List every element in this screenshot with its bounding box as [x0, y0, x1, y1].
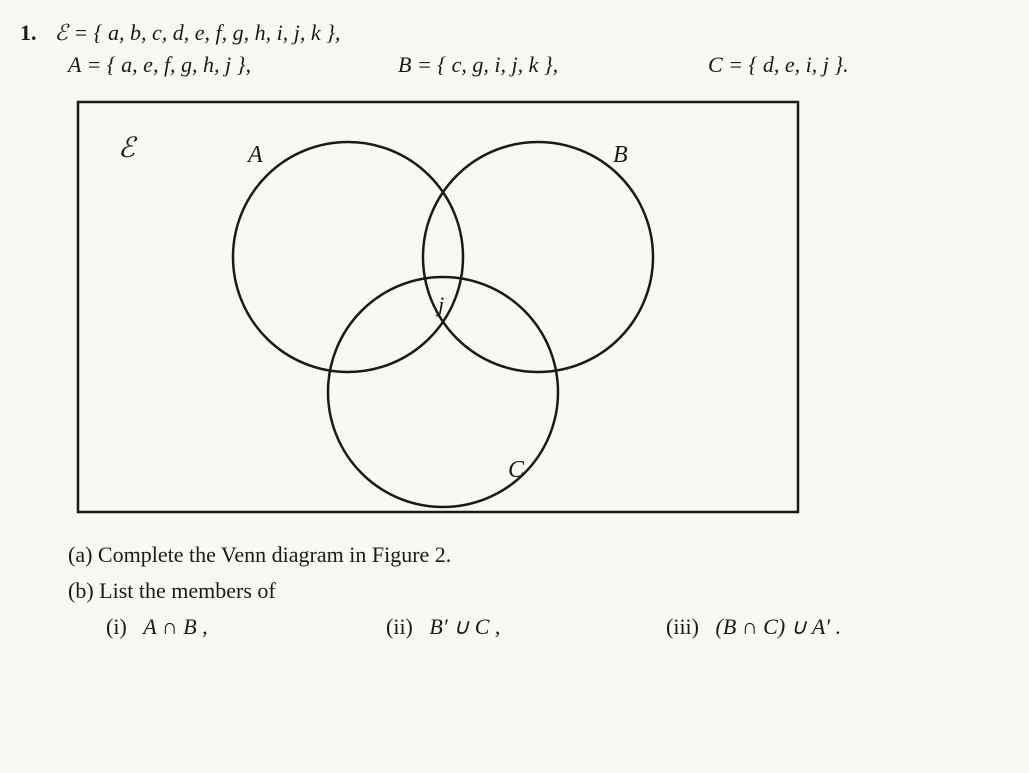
- question-number: 1.: [20, 20, 37, 46]
- subpart-ii-label: (ii): [386, 614, 413, 639]
- subpart-i-expr: A ∩ B ,: [143, 614, 207, 639]
- set-a: A = { a, e, f, g, h, j },: [68, 52, 398, 78]
- subparts-row: (i) A ∩ B , (ii) B′ ∪ C , (iii) (B ∩ C) …: [106, 614, 1009, 640]
- circle-a: [233, 142, 463, 372]
- parts-container: (a) Complete the Venn diagram in Figure …: [68, 542, 1009, 640]
- question-header: 1. ℰ = { a, b, c, d, e, f, g, h, i, j, k…: [20, 20, 1009, 46]
- subpart-i: (i) A ∩ B ,: [106, 614, 386, 640]
- venn-diagram: ℰABCj: [68, 92, 808, 522]
- subpart-iii-label: (iii): [666, 614, 699, 639]
- subpart-i-label: (i): [106, 614, 127, 639]
- universal-set: ℰ = { a, b, c, d, e, f, g, h, i, j, k },: [55, 20, 341, 46]
- subpart-ii: (ii) B′ ∪ C ,: [386, 614, 666, 640]
- part-b: (b) List the members of: [68, 578, 1009, 604]
- subpart-iii-expr: (B ∩ C) ∪ A′ .: [716, 614, 842, 639]
- label-c: C: [508, 457, 525, 483]
- label-e: ℰ: [118, 133, 138, 164]
- label-a: A: [246, 142, 263, 168]
- set-c: C = { d, e, i, j }.: [708, 52, 849, 78]
- circle-b: [423, 142, 653, 372]
- set-b: B = { c, g, i, j, k },: [398, 52, 708, 78]
- sets-row: A = { a, e, f, g, h, j }, B = { c, g, i,…: [68, 52, 1009, 78]
- label-b: B: [613, 142, 628, 168]
- subpart-iii: (iii) (B ∩ C) ∪ A′ .: [666, 614, 841, 640]
- subpart-ii-expr: B′ ∪ C ,: [429, 614, 500, 639]
- venn-diagram-container: ℰABCj: [68, 92, 1009, 528]
- part-a: (a) Complete the Venn diagram in Figure …: [68, 542, 1009, 568]
